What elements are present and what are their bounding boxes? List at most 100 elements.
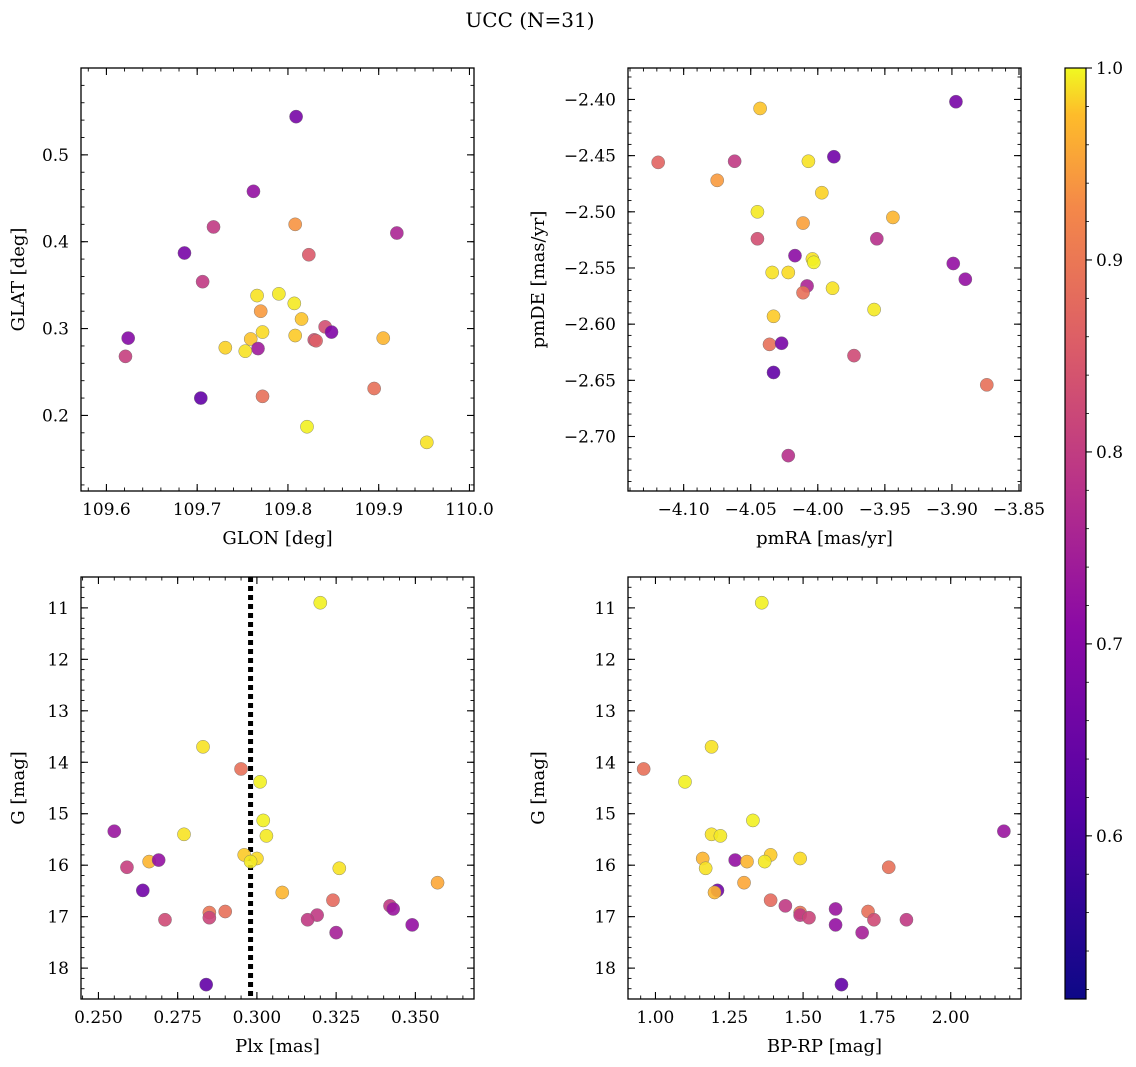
x-tick-label: 109.7 bbox=[173, 500, 222, 520]
y-tick-label: −2.40 bbox=[564, 90, 616, 110]
data-point bbox=[788, 248, 802, 263]
data-point bbox=[289, 109, 303, 124]
data-point bbox=[678, 775, 692, 789]
data-point bbox=[272, 287, 286, 301]
data-point bbox=[376, 331, 391, 345]
data-point bbox=[827, 149, 841, 164]
data-point bbox=[177, 827, 191, 842]
data-point bbox=[651, 155, 665, 170]
figure-title: UCC (N=31) bbox=[465, 8, 594, 32]
x-tick-label: 110.0 bbox=[445, 500, 494, 520]
data-point bbox=[329, 925, 343, 940]
data-point bbox=[367, 381, 381, 396]
data-point bbox=[793, 851, 807, 866]
data-point bbox=[781, 448, 796, 463]
x-tick-label: 0.350 bbox=[391, 1008, 440, 1028]
data-point bbox=[946, 256, 961, 271]
x-tick-label: −3.95 bbox=[859, 500, 911, 520]
x-tick-label: 109.6 bbox=[82, 500, 131, 520]
data-point bbox=[763, 893, 778, 907]
y-tick-label: −2.55 bbox=[564, 259, 616, 279]
data-point bbox=[251, 341, 265, 356]
y-tick-label: 14 bbox=[594, 753, 616, 773]
data-point bbox=[386, 902, 400, 916]
y-axis-label: pmDE [mas/yr] bbox=[528, 211, 549, 349]
y-tick-label: 17 bbox=[594, 908, 616, 928]
y-tick-label: 12 bbox=[594, 650, 616, 670]
y-tick-label: 16 bbox=[594, 856, 616, 876]
data-point bbox=[234, 762, 248, 776]
data-point bbox=[255, 389, 270, 404]
data-point bbox=[253, 304, 268, 319]
data-point bbox=[958, 272, 973, 287]
x-tick-label: 109.9 bbox=[354, 500, 403, 520]
data-point bbox=[746, 813, 760, 828]
y-tick-label: −2.45 bbox=[564, 147, 616, 167]
data-point bbox=[309, 333, 323, 348]
data-point bbox=[324, 325, 339, 339]
data-point bbox=[713, 829, 728, 843]
data-point bbox=[302, 247, 316, 262]
data-point bbox=[107, 824, 122, 839]
data-point bbox=[420, 435, 434, 450]
data-point bbox=[881, 860, 896, 875]
plx-g-panel: 0.250 0.275 0.300 0.325 0.350 11 12 13 14 15 16 17 1… bbox=[8, 576, 475, 1057]
y-tick-label: 0.2 bbox=[42, 406, 69, 426]
x-axis-label: Plx [mas] bbox=[235, 1036, 320, 1057]
x-tick-label: 2.00 bbox=[932, 1008, 970, 1028]
data-point bbox=[430, 875, 445, 890]
data-point bbox=[753, 101, 767, 116]
x-axis-label: pmRA [mas/yr] bbox=[756, 528, 893, 549]
y-tick-label: 16 bbox=[47, 856, 69, 876]
data-point bbox=[867, 912, 881, 927]
data-point bbox=[796, 216, 810, 230]
y-tick-label: 12 bbox=[47, 650, 69, 670]
data-point bbox=[825, 281, 840, 296]
x-tick-label: 0.300 bbox=[233, 1008, 282, 1028]
data-point bbox=[698, 861, 713, 876]
data-point bbox=[120, 860, 134, 875]
data-point bbox=[886, 210, 900, 225]
y-tick-label: 11 bbox=[47, 599, 69, 619]
data-point bbox=[704, 740, 719, 754]
data-point bbox=[405, 918, 419, 932]
data-point bbox=[255, 325, 270, 339]
data-point bbox=[737, 875, 751, 890]
data-point bbox=[118, 349, 133, 364]
x-tick-label: 0.325 bbox=[312, 1008, 361, 1028]
data-point bbox=[288, 328, 302, 343]
data-point bbox=[218, 904, 233, 919]
y-tick-label: −2.60 bbox=[564, 315, 616, 335]
data-point bbox=[300, 912, 315, 927]
data-point bbox=[828, 918, 843, 932]
data-point bbox=[243, 332, 258, 346]
y-tick-label: 13 bbox=[594, 702, 616, 722]
data-point bbox=[979, 378, 994, 392]
x-tick-label: −4.10 bbox=[658, 500, 710, 520]
y-tick-label: 13 bbox=[47, 702, 69, 722]
data-point bbox=[288, 217, 302, 232]
x-tick-label: 109.8 bbox=[264, 500, 313, 520]
y-tick-label: −2.50 bbox=[564, 203, 616, 223]
colorbar-tick-label: 0.6 bbox=[1096, 827, 1123, 847]
data-point bbox=[997, 824, 1011, 839]
x-axis-label: GLON [deg] bbox=[222, 528, 332, 549]
data-point bbox=[275, 885, 290, 900]
data-point bbox=[728, 853, 742, 867]
x-tick-label: 0.250 bbox=[74, 1008, 123, 1028]
data-point bbox=[847, 348, 861, 363]
data-point bbox=[390, 226, 404, 240]
data-point bbox=[766, 309, 781, 324]
data-point bbox=[757, 854, 772, 869]
colorbar: 0.6 0.7 0.8 0.9 1.0 bbox=[1064, 59, 1123, 1000]
data-point bbox=[949, 94, 963, 109]
data-point bbox=[151, 853, 166, 867]
data-point bbox=[326, 893, 340, 907]
y-tick-label: 18 bbox=[594, 959, 616, 979]
data-point bbox=[256, 813, 271, 828]
data-point bbox=[300, 419, 314, 434]
axes-frame bbox=[80, 67, 475, 492]
x-tick-label: 1.00 bbox=[637, 1008, 675, 1028]
data-point bbox=[834, 977, 849, 992]
colorbar-tick-label: 0.7 bbox=[1096, 635, 1123, 655]
